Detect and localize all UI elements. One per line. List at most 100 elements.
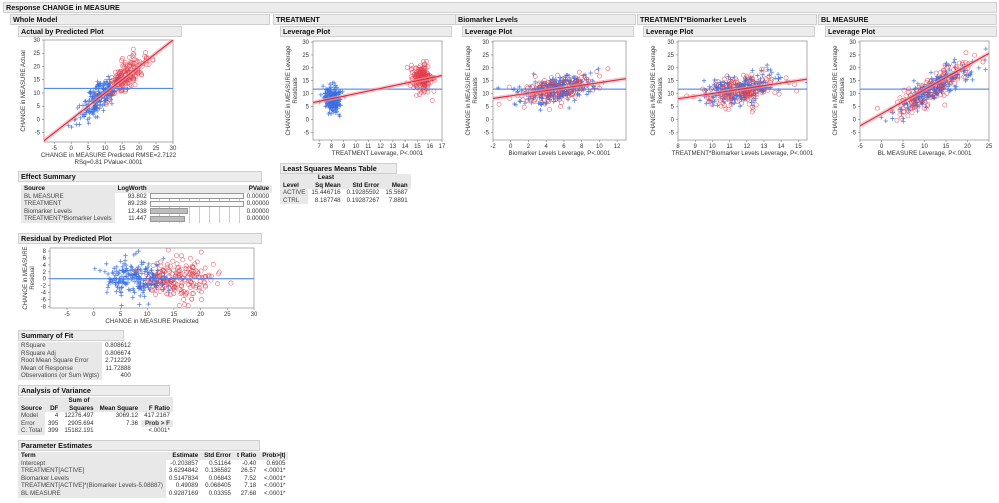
data-point-ctrl <box>566 73 572 78</box>
effect-row[interactable]: TREATMENT*Biomarker Levels 11.447 0.00000 <box>21 215 272 223</box>
residual-title: Residual by Predicted Plot <box>21 234 112 243</box>
y-axis-label: CHANGE in MEASURE Leverage <box>833 45 839 136</box>
treatment-title: TREATMENT <box>276 15 320 24</box>
std-error: 0.19287267 <box>346 196 380 204</box>
data-point-active <box>127 62 133 68</box>
residual-header[interactable]: Residual by Predicted Plot <box>18 233 262 244</box>
data-point-ctrl <box>322 90 328 96</box>
y-tick-label: 0 <box>37 117 41 123</box>
parameter-row: TREATMENT[ACTIVE]*(Biomarker Levels-5.08… <box>18 482 288 490</box>
leverage-plot-title: Leverage Plot <box>646 27 694 36</box>
whole-model-header[interactable]: Whole Model <box>10 14 270 25</box>
data-point-ctrl <box>330 80 335 86</box>
effect-row[interactable]: BL MEASURE 93.802 0.00000 <box>21 192 272 201</box>
x-tick-label: 10 <box>144 312 151 318</box>
biomarker-leverage-header[interactable]: Leverage Plot <box>462 26 634 37</box>
x-tick-label: 10 <box>102 146 109 152</box>
data-point-active <box>194 283 200 289</box>
biomarker-header[interactable]: Biomarker Levels <box>455 14 636 25</box>
data-point-active <box>131 61 137 66</box>
interaction-header[interactable]: TREATMENT*Biomarker Levels <box>637 14 817 25</box>
col-squares: Squares <box>61 404 97 413</box>
effect-pvalue: 0.00000 <box>246 192 270 200</box>
data-point-active <box>109 78 115 83</box>
col-term: Term <box>18 452 166 460</box>
estimate: 3.6294842 <box>168 467 199 475</box>
data-point-active <box>913 87 919 93</box>
y-axis-label: CHANGE in MEASURE Leverage <box>651 45 657 136</box>
df: 399 <box>47 427 59 435</box>
source: Model <box>18 412 45 420</box>
col-t-ratio: t Ratio <box>233 452 260 460</box>
data-point-active <box>127 55 132 60</box>
bl-measure-header[interactable]: BL MEASURE <box>818 14 997 25</box>
data-point-ctrl <box>151 272 156 278</box>
actual-by-predicted-header[interactable]: Actual by Predicted Plot <box>18 26 182 37</box>
data-point-active <box>147 279 153 285</box>
effect-source: TREATMENT*Biomarker Levels <box>21 215 115 223</box>
estimate: 0.5147834 <box>168 474 199 482</box>
data-point-active <box>414 69 419 75</box>
data-point-active <box>525 97 530 103</box>
y-tick-label: -5 <box>669 130 675 136</box>
y-tick-label: 25 <box>33 51 40 57</box>
data-point-ctrl <box>131 252 137 258</box>
data-point-active <box>417 92 422 98</box>
x-axis-label: TREATMENT Leverage, P<.0001 <box>332 150 424 157</box>
whole-model-title: Whole Model <box>13 15 58 24</box>
data-point-active <box>916 100 921 105</box>
prob-t: <.0001* <box>263 489 286 497</box>
fit-label: RSquare <box>18 342 103 350</box>
report-header[interactable]: Response CHANGE in MEASURE <box>3 2 997 13</box>
biomarker-leverage-plot: -2 0 2 4 6 8 10 12 -5 0 5 10 15 20 25 30 Biomarker Level… <box>466 40 627 157</box>
data-point-ctrl <box>883 118 889 124</box>
treatment-leverage-header[interactable]: Leverage Plot <box>280 26 452 37</box>
data-point-ctrl <box>916 95 921 101</box>
data-point-ctrl <box>94 106 100 112</box>
ls-means-header[interactable]: Least Squares Means Table <box>280 163 397 174</box>
term: TREATMENT[ACTIVE] <box>18 467 166 475</box>
y-tick-label: 25 <box>667 53 674 59</box>
data-point-ctrl <box>137 283 143 289</box>
bl-measure-leverage-header[interactable]: Leverage Plot <box>825 26 997 37</box>
parameter-estimates-header[interactable]: Parameter Estimates <box>18 440 260 451</box>
interaction-leverage-header[interactable]: Leverage Plot <box>643 26 815 37</box>
data-point-active <box>165 262 170 268</box>
data-point-ctrl <box>166 288 172 293</box>
y-tick-label: 30 <box>302 40 309 46</box>
effect-row[interactable]: TREATMENT 89.238 0.00000 <box>21 200 272 208</box>
data-point-ctrl <box>102 101 107 107</box>
col-least: Least <box>308 174 344 182</box>
summary-of-fit-header[interactable]: Summary of Fit <box>18 330 124 341</box>
plot-area <box>313 58 442 119</box>
data-point-active <box>178 291 184 297</box>
data-point-ctrl <box>769 70 774 75</box>
data-point-ctrl <box>161 274 167 279</box>
term: TREATMENT[ACTIVE]*(Biomarker Levels-5.08… <box>18 482 166 490</box>
data-point-ctrl <box>905 105 911 111</box>
data-point-active <box>929 92 934 97</box>
y-tick-label: 15 <box>33 78 40 84</box>
leverage-plot-title: Leverage Plot <box>283 27 331 36</box>
effect-source: TREATMENT <box>21 200 115 208</box>
data-point-active <box>196 274 202 280</box>
data-point-active <box>161 267 166 273</box>
data-point-ctrl <box>533 94 538 99</box>
term: Intercept <box>18 459 166 468</box>
y-tick-label: 5 <box>486 104 490 110</box>
data-point-active <box>728 96 734 101</box>
anova-header[interactable]: Analysis of Variance <box>18 385 170 396</box>
fit-line <box>493 78 626 100</box>
effect-row[interactable]: Biomarker Levels 12.438 0.00000 <box>21 207 272 216</box>
data-point-active <box>196 287 202 293</box>
data-point-ctrl <box>104 80 110 86</box>
data-point-ctrl <box>928 70 934 75</box>
data-point-active <box>899 115 905 121</box>
data-point-ctrl <box>513 102 519 108</box>
data-point-ctrl <box>142 269 148 274</box>
effect-summary-header[interactable]: Effect Summary <box>18 171 262 182</box>
data-point-active <box>724 73 730 79</box>
data-point-active <box>528 96 534 102</box>
y-tick-label: 2 <box>43 270 47 276</box>
x-tick-label: 8 <box>330 144 334 150</box>
